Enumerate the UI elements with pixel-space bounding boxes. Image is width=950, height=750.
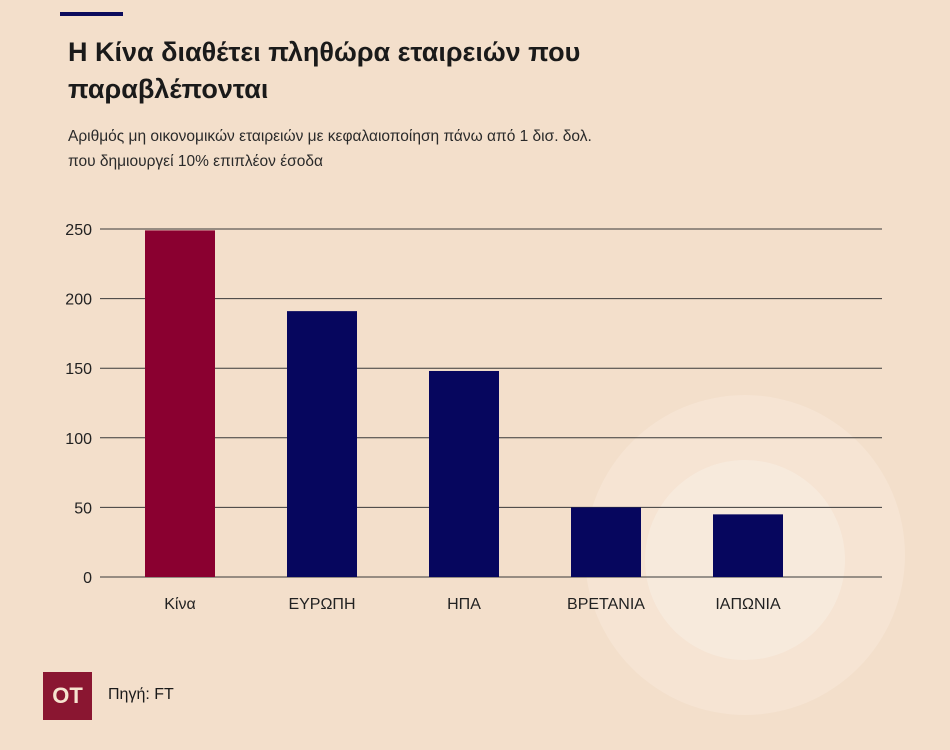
bar bbox=[145, 230, 215, 577]
y-tick-label: 100 bbox=[65, 431, 92, 448]
x-tick-label: ΙΑΠΩΝΙΑ bbox=[715, 596, 781, 613]
source-note: Πηγή: FT bbox=[108, 686, 174, 703]
bar bbox=[429, 370, 499, 577]
subtitle-line-2: που δημιουργεί 10% επιπλέον έσοδα bbox=[68, 153, 323, 170]
subtitle-line-1: Αριθμός μη οικονομικών εταιρειών με κεφα… bbox=[68, 128, 592, 145]
bar bbox=[713, 514, 783, 577]
y-tick-label: 0 bbox=[83, 570, 92, 587]
x-tick-label: Κίνα bbox=[164, 596, 195, 613]
bar bbox=[287, 311, 357, 577]
bar bbox=[571, 507, 641, 577]
y-tick-label: 200 bbox=[65, 292, 92, 309]
x-tick-label: ΗΠΑ bbox=[447, 596, 481, 613]
chart-title: Η Κίνα διαθέτει πληθώρα εταιρειών που πα… bbox=[68, 37, 581, 104]
x-tick-label: ΕΥΡΩΠΗ bbox=[288, 596, 355, 613]
accent-bar bbox=[60, 12, 123, 16]
ot-logo: OT bbox=[43, 672, 92, 720]
y-tick-label: 250 bbox=[65, 222, 92, 239]
y-tick-label: 150 bbox=[65, 361, 92, 378]
chart-subtitle: Αριθμός μη οικονομικών εταιρειών με κεφα… bbox=[68, 124, 828, 174]
y-tick-label: 50 bbox=[74, 500, 92, 517]
x-tick-label: ΒΡΕΤΑΝΙΑ bbox=[567, 596, 645, 613]
